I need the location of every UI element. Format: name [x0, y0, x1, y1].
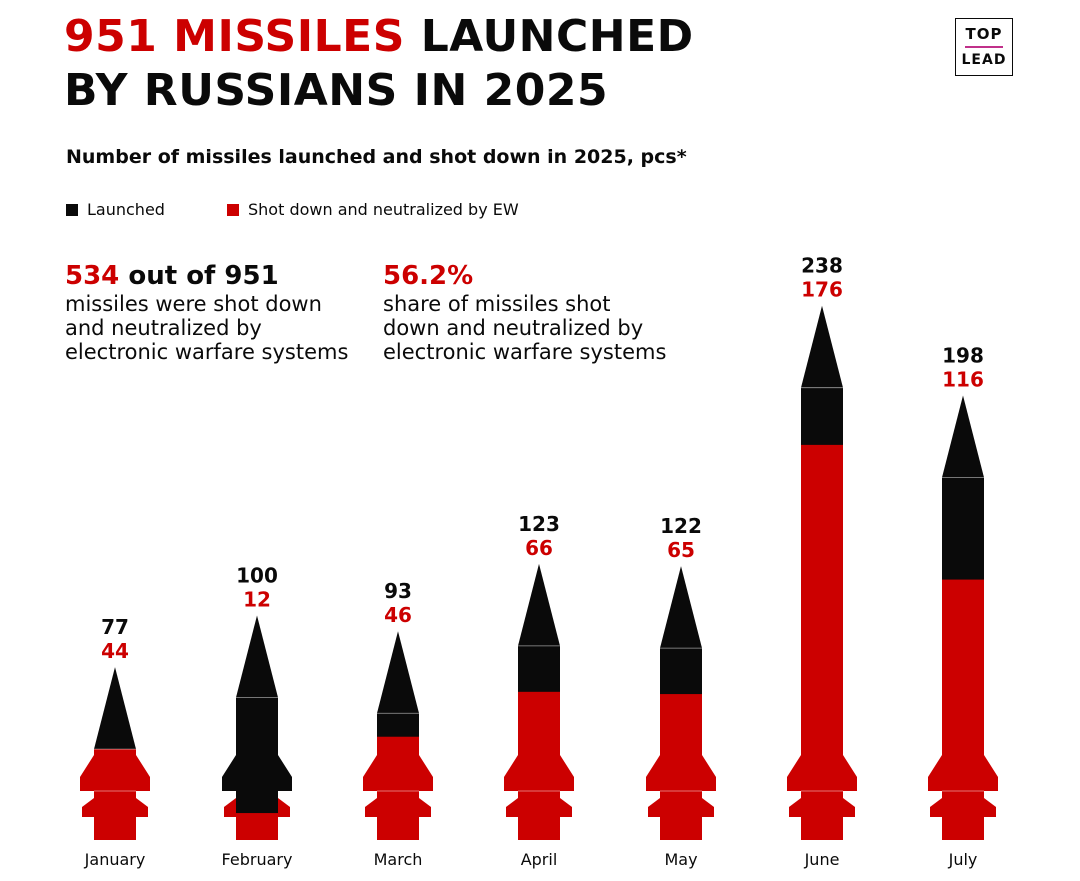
legend-item-shot-down: Shot down and neutralized by EW	[227, 200, 519, 219]
launched-label-january: 77	[101, 615, 129, 639]
launched-nose-january	[94, 667, 136, 750]
fin-lower-left-february	[224, 798, 236, 817]
fin-upper-left-june	[787, 755, 801, 791]
shot-down-bar-june	[801, 444, 843, 840]
title-line2: BY RUSSIANS IN 2025	[64, 65, 609, 116]
shot-down-label-may: 65	[667, 538, 695, 562]
fin-upper-left-april	[504, 755, 518, 791]
title-accent: 951 MISSILES	[64, 11, 405, 62]
launched-nose-july	[942, 395, 984, 478]
fin-upper-right-january	[136, 755, 150, 791]
shot-down-label-july: 116	[942, 367, 984, 391]
fin-upper-left-july	[928, 755, 942, 791]
fin-lower-right-january	[136, 798, 148, 817]
fin-upper-right-april	[560, 755, 574, 791]
shot-down-bar-january	[94, 749, 136, 840]
title-rest: LAUNCHED	[420, 11, 694, 62]
fin-upper-left-may	[646, 755, 660, 791]
launched-nose-june	[801, 305, 843, 388]
top-lead-logo: TOP LEAD	[955, 18, 1013, 76]
month-label-january: January	[84, 850, 146, 869]
stat-shot-down-count: 534 out of 951 missiles were shot down a…	[65, 260, 355, 364]
month-label-july: July	[948, 850, 978, 869]
fin-lower-right-may	[702, 798, 714, 817]
month-label-april: April	[521, 850, 558, 869]
month-label-may: May	[664, 850, 697, 869]
fin-lower-left-july	[930, 798, 942, 817]
shot-down-label-january: 44	[101, 639, 129, 663]
fin-upper-right-february	[278, 755, 292, 791]
month-label-march: March	[374, 850, 423, 869]
shot-down-bar-may	[660, 694, 702, 840]
fin-lower-left-march	[365, 798, 377, 817]
fin-lower-right-july	[984, 798, 996, 817]
legend-swatch-shot-down	[227, 204, 239, 216]
month-label-february: February	[222, 850, 293, 869]
launched-label-march: 93	[384, 579, 412, 603]
shot-down-label-june: 176	[801, 278, 843, 302]
shot-down-bar-march	[377, 736, 419, 840]
launched-label-july: 198	[942, 343, 984, 367]
fin-upper-left-march	[363, 755, 377, 791]
fin-lower-right-june	[843, 798, 855, 817]
launched-nose-february	[236, 615, 278, 698]
fin-lower-left-may	[648, 798, 660, 817]
launched-label-may: 122	[660, 514, 702, 538]
shot-down-bar-february	[236, 813, 278, 840]
chart-subtitle: Number of missiles launched and shot dow…	[66, 146, 687, 168]
launched-label-june: 238	[801, 254, 843, 278]
logo-bottom-text: LEAD	[961, 51, 1007, 68]
stat-left-rest: out of 951	[128, 261, 279, 291]
launched-label-february: 100	[236, 564, 278, 588]
launched-nose-march	[377, 631, 419, 714]
stat-left-headline: 534 out of 951	[65, 260, 355, 292]
legend-item-launched: Launched	[66, 200, 165, 219]
shot-down-label-february: 12	[243, 588, 271, 612]
fin-lower-right-february	[278, 798, 290, 817]
fin-upper-right-june	[843, 755, 857, 791]
launched-nose-april	[518, 563, 560, 646]
launched-nose-may	[660, 566, 702, 649]
stat-share: 56.2% share of missiles shot down and ne…	[383, 260, 673, 364]
logo-divider	[965, 46, 1003, 48]
legend-swatch-launched	[66, 204, 78, 216]
launched-label-april: 123	[518, 512, 560, 536]
fin-upper-right-march	[419, 755, 433, 791]
fin-lower-left-june	[789, 798, 801, 817]
fin-upper-left-january	[80, 755, 94, 791]
logo-top-text: TOP	[965, 25, 1003, 43]
shot-down-label-april: 66	[525, 536, 553, 560]
fin-lower-right-march	[419, 798, 431, 817]
month-label-june: June	[804, 850, 840, 869]
stat-right-headline: 56.2%	[383, 260, 673, 292]
stat-right-description: share of missiles shot down and neutrali…	[383, 292, 667, 364]
fin-upper-right-may	[702, 755, 716, 791]
shot-down-bar-april	[518, 691, 560, 840]
legend-label-shot-down: Shot down and neutralized by EW	[248, 200, 519, 219]
fin-lower-right-april	[560, 798, 572, 817]
fin-upper-left-february	[222, 755, 236, 791]
legend-label-launched: Launched	[87, 200, 165, 219]
page-title: 951 MISSILES LAUNCHED BY RUSSIANS IN 2025	[64, 10, 694, 118]
shot-down-bar-july	[942, 579, 984, 840]
stat-left-accent: 534	[65, 261, 120, 291]
fin-lower-left-april	[506, 798, 518, 817]
fin-lower-left-january	[82, 798, 94, 817]
shot-down-label-march: 46	[384, 603, 412, 627]
stat-left-description: missiles were shot down and neutralized …	[65, 292, 349, 364]
fin-upper-right-july	[984, 755, 998, 791]
stat-right-accent: 56.2%	[383, 261, 474, 291]
